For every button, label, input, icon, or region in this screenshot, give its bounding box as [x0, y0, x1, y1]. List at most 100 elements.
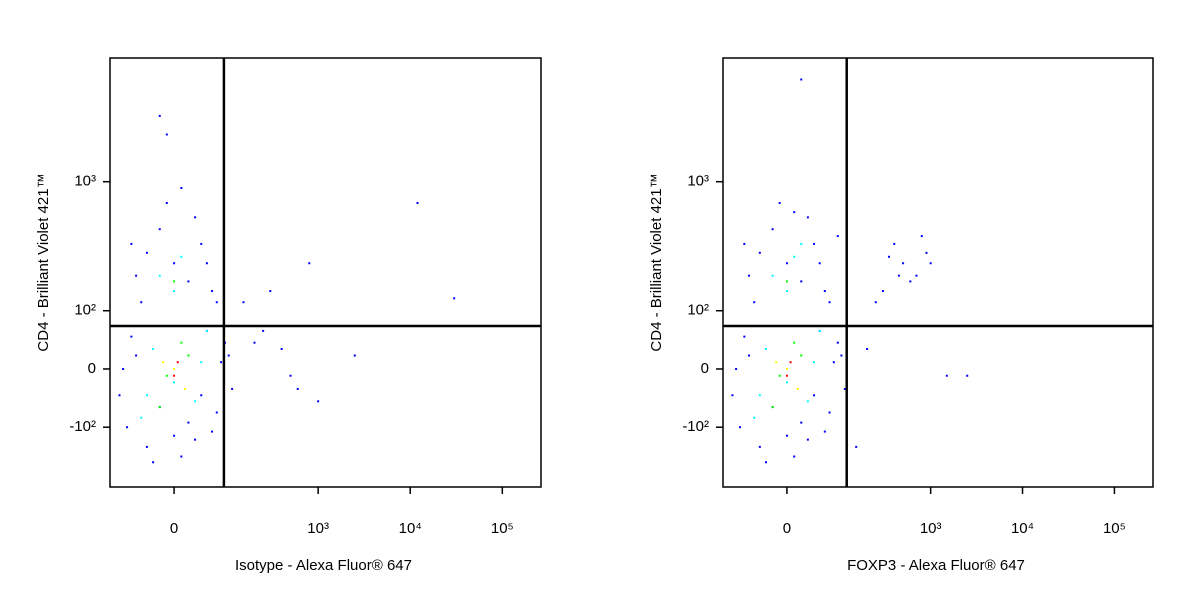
event-dot [915, 274, 918, 277]
event-dot [126, 426, 129, 429]
event-dot [735, 367, 738, 370]
event-dot [771, 406, 774, 409]
x-axis-label: Isotype - Alexa Fluor® 647 [235, 557, 412, 574]
x-tick-label: 0 [783, 520, 791, 537]
y-tick-label: -10² [682, 418, 709, 435]
event-dot [758, 251, 761, 254]
event-dot [748, 274, 751, 277]
event-dot [215, 301, 218, 304]
event-dot [205, 262, 208, 265]
y-tick-label: 10³ [687, 173, 709, 190]
x-tick-label: 10³ [307, 520, 329, 537]
event-dot [800, 280, 803, 283]
event-dot [855, 445, 858, 448]
event-dot [945, 374, 948, 377]
event-dot [758, 394, 761, 397]
event-dot [800, 354, 803, 357]
event-dot [771, 228, 774, 231]
event-dot [793, 341, 796, 344]
event-dot [176, 361, 179, 364]
event-dot [180, 341, 183, 344]
event-dot [753, 416, 756, 419]
event-dot [843, 387, 846, 390]
y-tick-label: 10² [74, 302, 96, 319]
event-dot [785, 367, 788, 370]
event-dot [165, 374, 168, 377]
event-dot [793, 455, 796, 458]
event-dot [145, 394, 148, 397]
event-dot [836, 341, 839, 344]
x-tick-label: 10³ [920, 520, 942, 537]
x-tick-label: 10⁵ [1103, 520, 1126, 537]
event-dot [135, 274, 138, 277]
event-dot [800, 78, 803, 81]
event-dot [280, 347, 283, 350]
event-dot [832, 361, 835, 364]
event-dot [887, 255, 890, 258]
event-dot [806, 438, 809, 441]
event-dot [453, 297, 456, 300]
event-dot [162, 361, 165, 364]
event-dot [130, 242, 133, 245]
event-dot [753, 301, 756, 304]
y-tick-label: -10² [69, 418, 96, 435]
event-dot [818, 329, 821, 332]
event-dot [200, 242, 203, 245]
event-dot [739, 426, 742, 429]
event-dot [866, 347, 869, 350]
event-dot [130, 335, 133, 338]
event-dot [840, 354, 843, 357]
event-dot [929, 262, 932, 265]
event-dot [158, 274, 161, 277]
event-dot [771, 274, 774, 277]
event-dot [789, 361, 792, 364]
event-dot [800, 421, 803, 424]
event-dot [140, 416, 143, 419]
event-dot [836, 235, 839, 238]
event-dot [215, 411, 218, 414]
event-dot [152, 347, 155, 350]
event-dot [200, 361, 203, 364]
event-dot [806, 216, 809, 219]
event-dot [925, 251, 928, 254]
event-dot [317, 400, 320, 403]
event-dot [785, 262, 788, 265]
event-dot [296, 387, 299, 390]
event-dot [823, 290, 826, 293]
event-dot [818, 262, 821, 265]
event-dot [173, 262, 176, 265]
event-dot [194, 400, 197, 403]
event-dot [902, 262, 905, 265]
event-dot [183, 387, 186, 390]
event-dot [743, 242, 746, 245]
event-dot [180, 455, 183, 458]
event-dot [764, 461, 767, 464]
event-dot [158, 228, 161, 231]
event-dot [778, 374, 781, 377]
event-dot [187, 354, 190, 357]
event-dot [220, 361, 223, 364]
event-dot [874, 301, 877, 304]
event-dot [173, 381, 176, 384]
event-dot [353, 354, 356, 357]
event-dot [778, 201, 781, 204]
event-dot [187, 280, 190, 283]
event-dot [231, 387, 234, 390]
event-dot [806, 400, 809, 403]
event-dot [897, 274, 900, 277]
event-dot [173, 367, 176, 370]
event-dot [145, 445, 148, 448]
event-dot [785, 374, 788, 377]
event-dot [211, 430, 214, 433]
plot-frame [109, 57, 542, 488]
event-dot [187, 421, 190, 424]
event-dot [227, 354, 230, 357]
event-dot [785, 290, 788, 293]
event-dot [813, 394, 816, 397]
event-dot [785, 280, 788, 283]
event-dot [165, 133, 168, 136]
y-tick-label: 0 [701, 360, 709, 377]
event-dot [966, 374, 969, 377]
event-dot [796, 387, 799, 390]
